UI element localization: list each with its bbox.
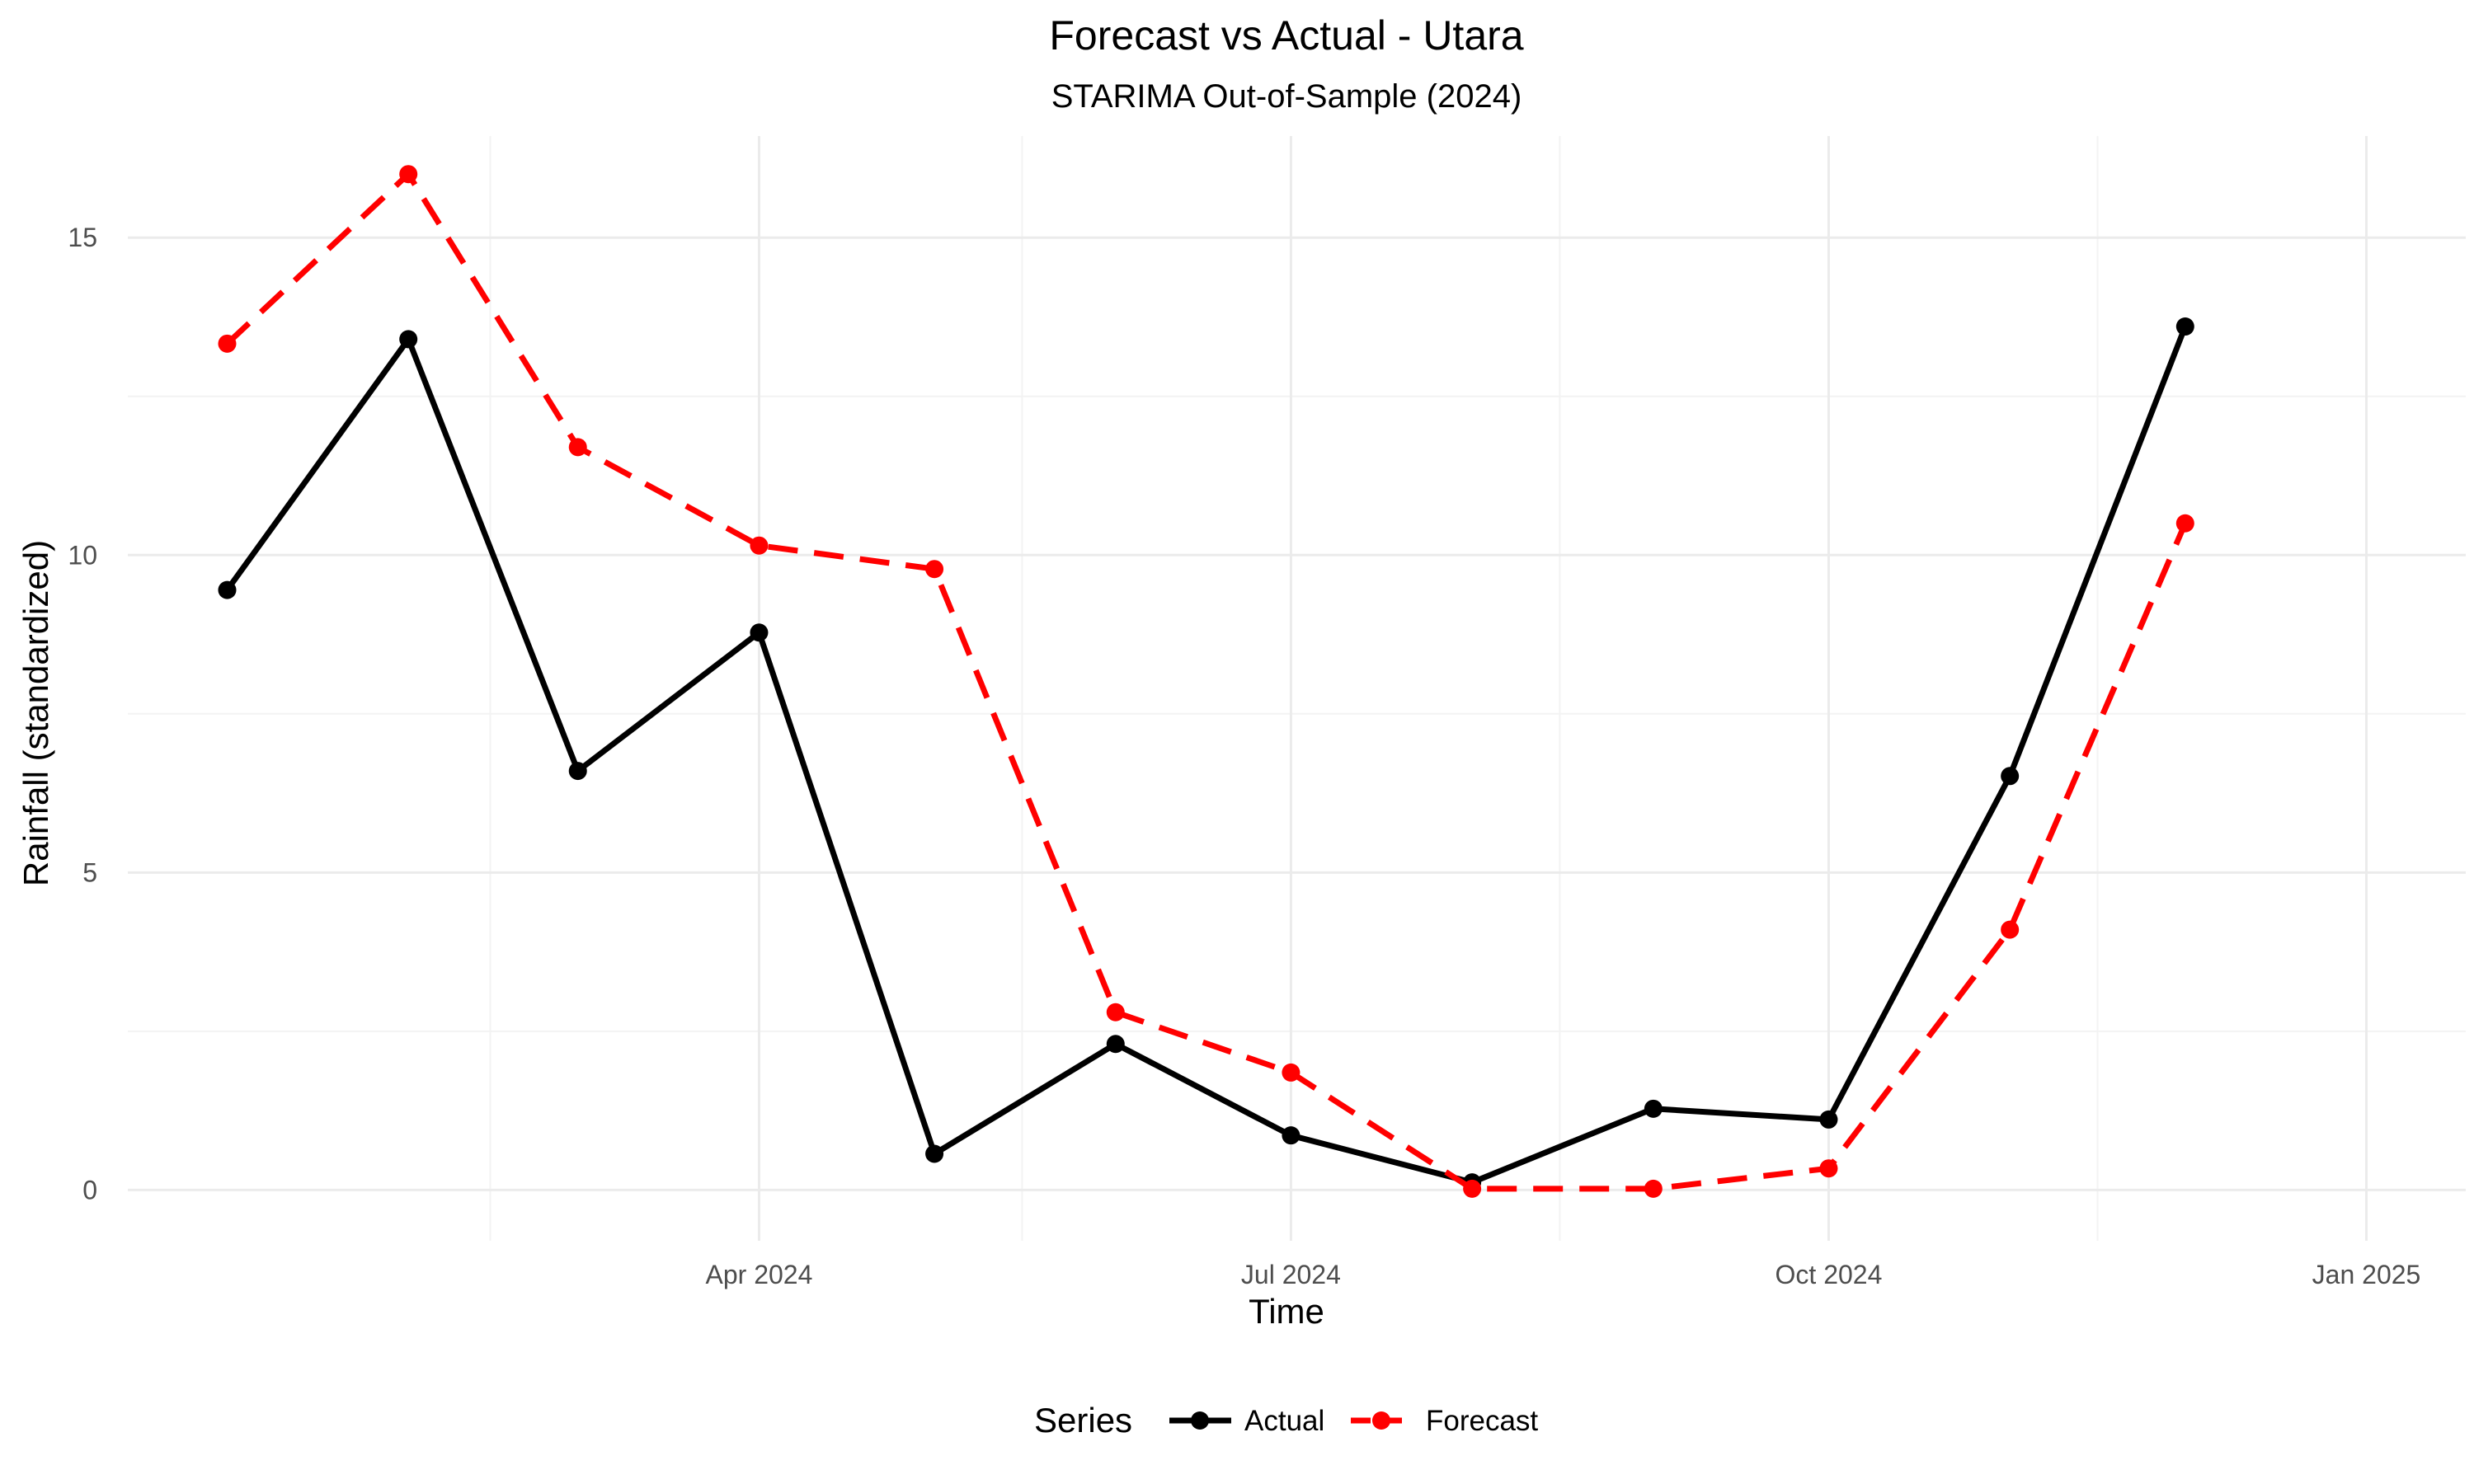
- actual-point: [568, 762, 587, 781]
- y-tick-label: 10: [68, 540, 97, 570]
- legend-item-forecast: Forecast: [1351, 1405, 1538, 1437]
- chart-title: Forecast vs Actual - Utara: [1049, 12, 1523, 59]
- forecast-point: [750, 536, 769, 555]
- x-axis-title: Time: [1249, 1292, 1324, 1331]
- legend-item-actual: Actual: [1169, 1405, 1324, 1437]
- y-tick-label: 0: [82, 1175, 97, 1205]
- x-axis-ticks: Apr 2024 Jul 2024 Oct 2024 Jan 2025: [706, 1260, 2421, 1289]
- x-tick-label: Jan 2025: [2312, 1260, 2421, 1289]
- actual-point: [218, 580, 237, 599]
- legend-forecast-marker: [1372, 1411, 1390, 1430]
- forecast-point: [1282, 1063, 1300, 1082]
- forecast-point: [1463, 1179, 1482, 1198]
- forecast-point: [568, 438, 587, 457]
- actual-point: [1106, 1035, 1125, 1054]
- x-tick-label: Jul 2024: [1241, 1260, 1341, 1289]
- x-tick-label: Oct 2024: [1776, 1260, 1883, 1289]
- forecast-point: [1819, 1159, 1838, 1178]
- legend-title: Series: [1034, 1401, 1132, 1439]
- forecast-point: [1644, 1179, 1663, 1198]
- actual-point: [1644, 1099, 1663, 1118]
- y-tick-label: 15: [68, 223, 97, 252]
- chart-subtitle: STARIMA Out-of-Sample (2024): [1051, 78, 1522, 115]
- series-group: [218, 165, 2194, 1198]
- legend-actual-label: Actual: [1244, 1405, 1324, 1437]
- actual-point: [925, 1144, 944, 1163]
- legend: Series Actual Forecast: [1034, 1401, 1538, 1439]
- forecast-point: [218, 334, 237, 353]
- x-tick-label: Apr 2024: [706, 1260, 813, 1289]
- actual-point: [750, 623, 769, 642]
- actual-point: [2001, 767, 2020, 786]
- series-forecast: [218, 165, 2194, 1198]
- actual-point: [1819, 1110, 1838, 1129]
- forecast-line: [225, 171, 2189, 1192]
- legend-actual-marker: [1191, 1411, 1209, 1430]
- y-tick-label: 5: [82, 857, 97, 887]
- series-actual: [218, 317, 2194, 1192]
- actual-line: [224, 325, 2189, 1186]
- actual-point: [1282, 1126, 1300, 1145]
- y-axis-title: Rainfall (standardized): [16, 540, 55, 886]
- forecast-point: [2175, 514, 2194, 533]
- actual-point: [2175, 317, 2194, 336]
- actual-point: [399, 330, 418, 349]
- y-axis-ticks: 0 5 10 15: [68, 223, 97, 1205]
- forecast-point: [925, 560, 944, 579]
- forecast-point: [1106, 1003, 1125, 1021]
- forecast-point: [2001, 920, 2020, 939]
- legend-forecast-label: Forecast: [1426, 1405, 1538, 1437]
- grid: [128, 136, 2466, 1241]
- forecast-point: [399, 165, 418, 184]
